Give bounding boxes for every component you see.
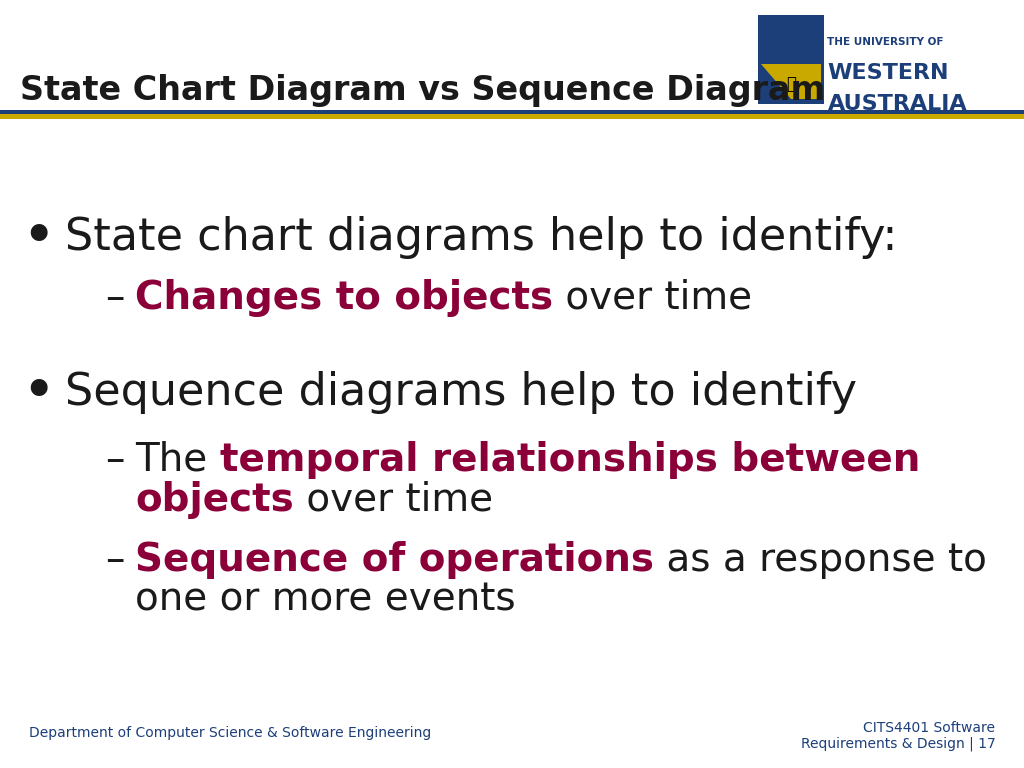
Text: 🦢: 🦢 (786, 75, 796, 93)
Text: as a response to: as a response to (654, 541, 987, 579)
Bar (0, 114, 1024, 119)
Text: Sequence of operations: Sequence of operations (135, 541, 654, 579)
Text: THE UNIVERSITY OF: THE UNIVERSITY OF (827, 37, 944, 48)
Bar (0, 110, 1024, 114)
Text: AUSTRALIA: AUSTRALIA (827, 94, 967, 114)
Text: State Chart Diagram vs Sequence Diagram: State Chart Diagram vs Sequence Diagram (20, 74, 825, 107)
Polygon shape (761, 64, 821, 99)
Text: WESTERN: WESTERN (827, 63, 949, 83)
Text: one or more events: one or more events (135, 581, 516, 619)
FancyBboxPatch shape (755, 11, 827, 108)
Text: Sequence diagrams help to identify: Sequence diagrams help to identify (65, 372, 857, 415)
Text: –: – (105, 541, 124, 579)
Text: objects: objects (135, 481, 294, 519)
Text: CITS4401 Software: CITS4401 Software (863, 721, 995, 735)
Text: temporal relationships between: temporal relationships between (219, 441, 920, 479)
Text: Changes to objects: Changes to objects (135, 279, 553, 317)
Text: State chart diagrams help to identify:: State chart diagrams help to identify: (65, 217, 897, 260)
Text: Requirements & Design | 17: Requirements & Design | 17 (801, 737, 995, 750)
Text: –: – (105, 441, 124, 479)
Text: over time: over time (294, 481, 493, 519)
Text: The: The (135, 441, 219, 479)
Text: –: – (105, 279, 124, 317)
Text: •: • (20, 210, 55, 266)
Text: over time: over time (553, 279, 753, 317)
Text: •: • (20, 365, 55, 422)
Text: Department of Computer Science & Software Engineering: Department of Computer Science & Softwar… (29, 727, 431, 740)
